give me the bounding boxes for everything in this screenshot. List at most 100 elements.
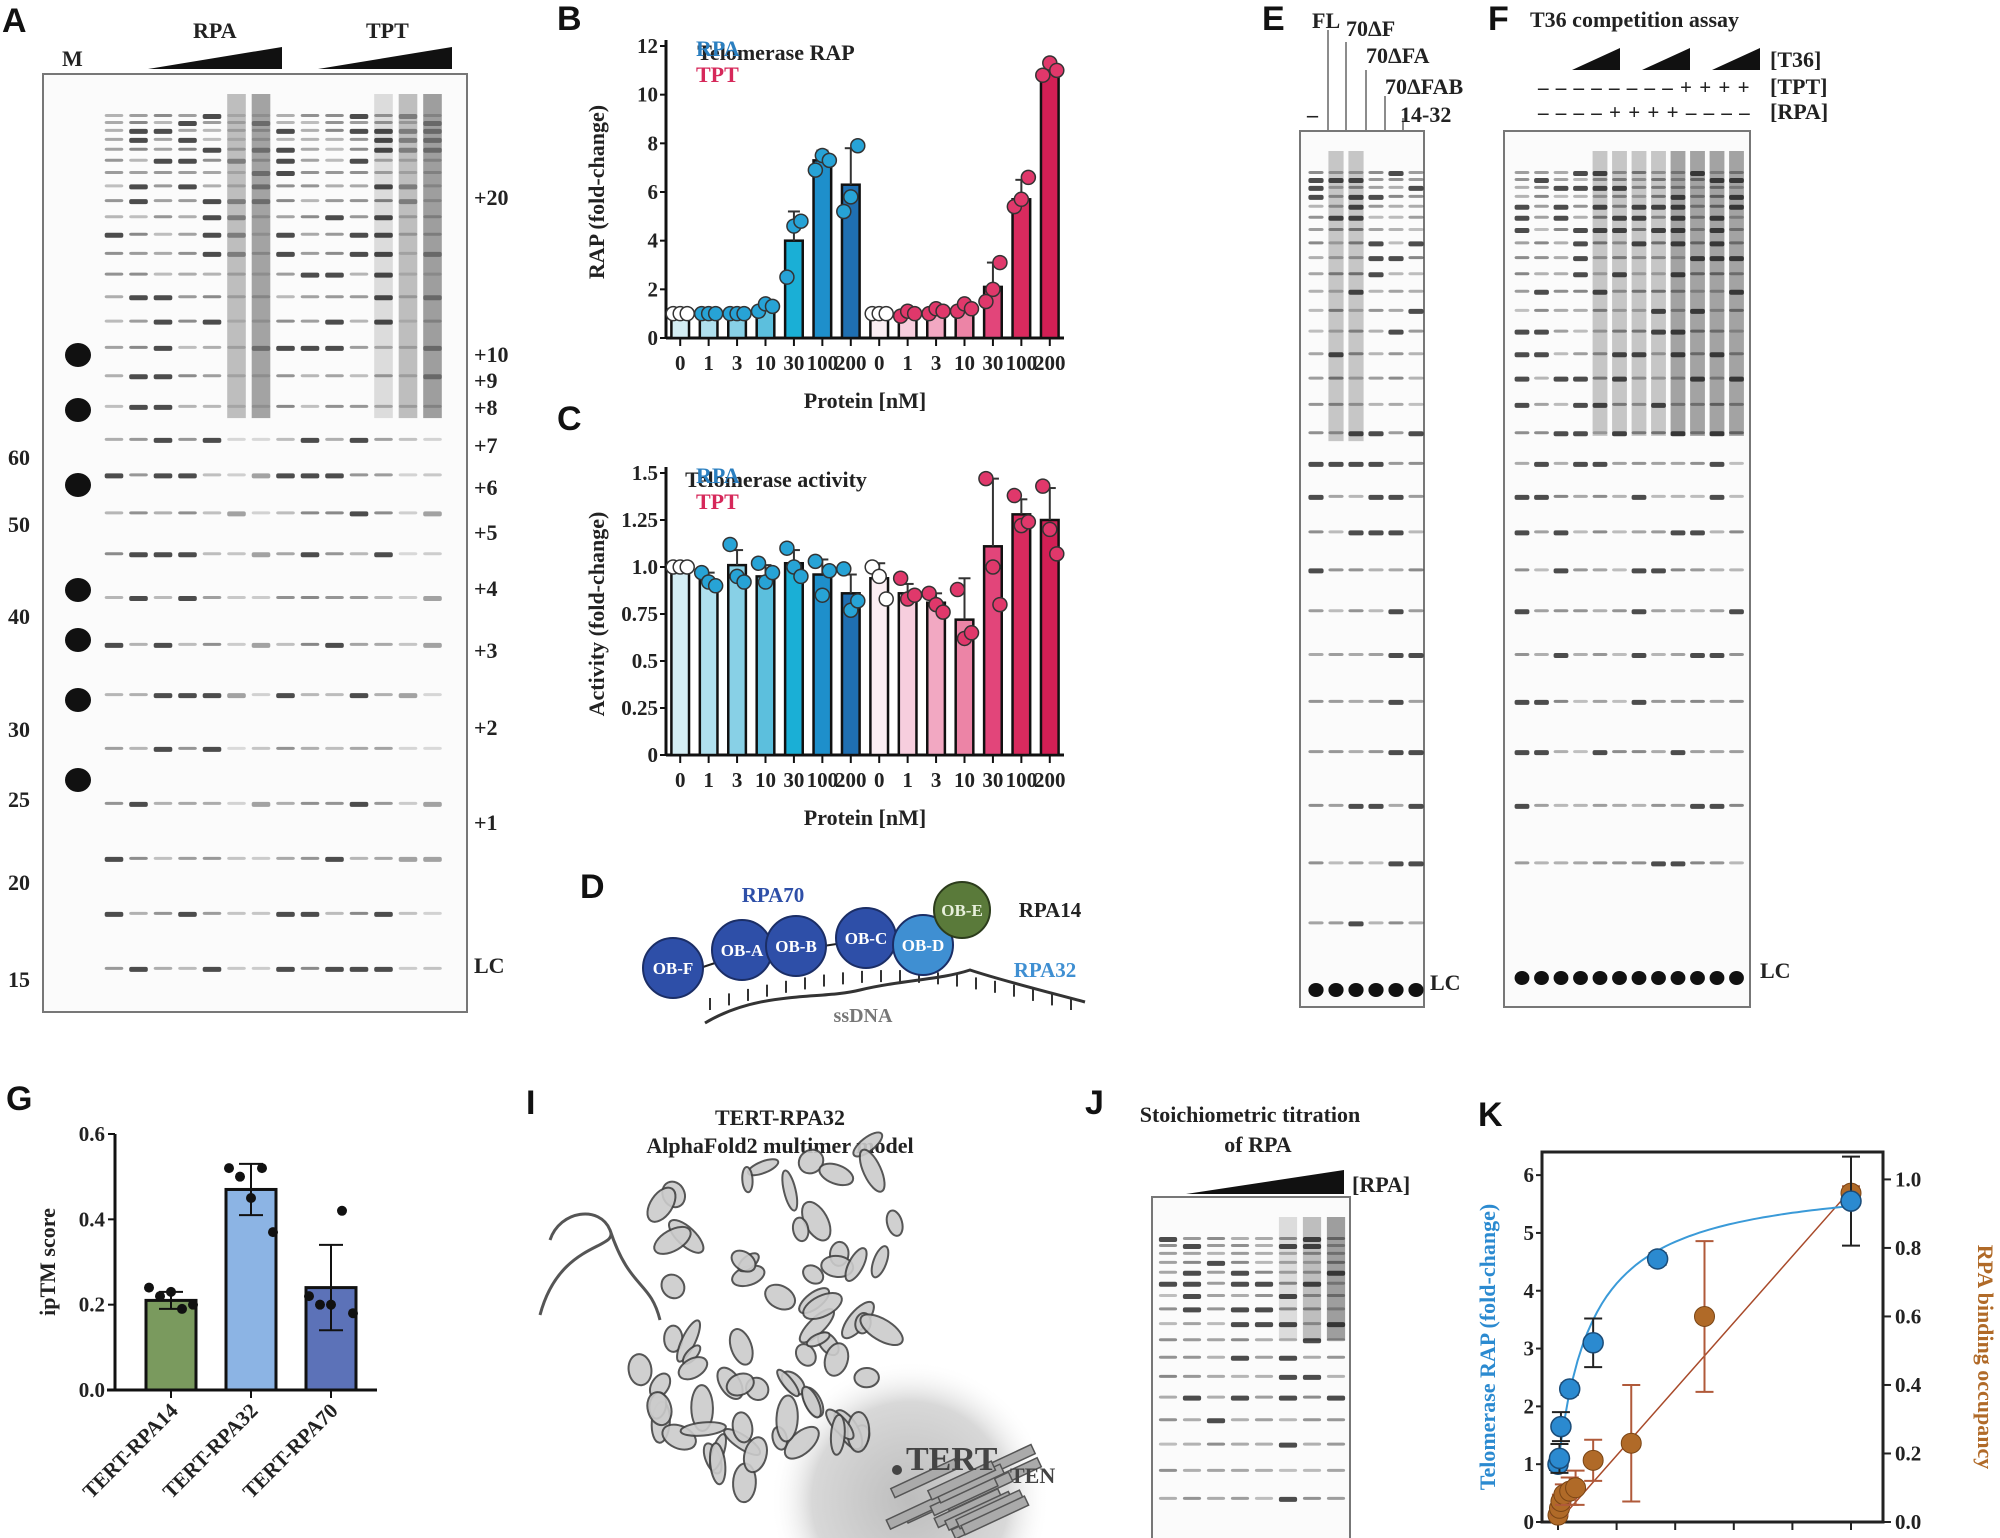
data-point (779, 540, 795, 556)
gel-band (1230, 1251, 1250, 1255)
gel-band (325, 319, 344, 325)
gel-band (1182, 1468, 1202, 1472)
gel-band (1368, 178, 1384, 181)
data-point (722, 536, 738, 553)
gel-band (251, 232, 271, 236)
gel-band (153, 473, 173, 479)
gel-band (1612, 431, 1627, 437)
gel-band (1651, 241, 1666, 245)
gel-band (1368, 272, 1384, 278)
gel-band (251, 596, 271, 600)
gel-band (325, 801, 344, 805)
gel-band (1182, 1293, 1202, 1299)
gel-band (1328, 699, 1344, 703)
gel-band (1729, 256, 1744, 262)
gel-lane (276, 114, 295, 972)
gel-lane (1230, 1237, 1250, 1500)
gel-band (1158, 1293, 1178, 1297)
gel-band (398, 911, 418, 915)
gel-band (153, 642, 173, 648)
gel-band (423, 552, 442, 556)
y-tick-label-right: 0.2 (1895, 1441, 1921, 1465)
gel-band (153, 693, 173, 699)
gel-band (300, 801, 320, 805)
gel-band (1368, 699, 1384, 703)
gel-band (1206, 1237, 1226, 1240)
bar (1011, 198, 1032, 340)
gel-band (1182, 1281, 1202, 1287)
gel-band (1631, 308, 1647, 312)
gel-band (1368, 185, 1384, 189)
gel-band (104, 437, 124, 441)
gel-band (1553, 699, 1569, 703)
gel-band (374, 511, 393, 515)
helix-ribbon (781, 1169, 799, 1212)
gel-band (1690, 171, 1705, 176)
gel-band (1670, 241, 1686, 247)
gel-band (374, 345, 393, 349)
gel-band (129, 199, 148, 205)
gel-band (1612, 461, 1627, 465)
gel-band (227, 552, 246, 556)
gel-band (178, 114, 197, 117)
gel-band (1690, 178, 1705, 181)
alphafold-structure-model: TERT-RPA32 AlphaFold2 multimer model TER… (538, 1105, 1055, 1538)
gel-band (1514, 241, 1530, 245)
gel-band (104, 374, 124, 378)
panel-label-b: B (557, 0, 582, 38)
gel-band (104, 911, 124, 917)
gel-band (1690, 494, 1705, 498)
data-point (807, 162, 824, 178)
gel-band (374, 319, 393, 325)
gel-band (1230, 1237, 1250, 1240)
marker-band (65, 343, 91, 367)
y-tick-label: 0.6 (79, 1122, 105, 1146)
panel-label-c: C (557, 400, 582, 438)
loading-control-band (1631, 971, 1647, 985)
gel-band (398, 170, 418, 174)
gel-band (423, 693, 442, 697)
gel-band (1514, 568, 1530, 572)
gel-smear (398, 94, 418, 419)
bar (224, 1187, 278, 1392)
gel-band (1553, 750, 1569, 754)
gel-band (423, 170, 442, 174)
gel-band (1408, 530, 1424, 534)
gel-lane (1254, 1237, 1274, 1500)
gel-band (1534, 376, 1549, 380)
helix-ribbon (764, 1283, 797, 1311)
gel-band (178, 137, 197, 143)
gel-band (1670, 699, 1686, 703)
gel-band (1573, 308, 1588, 312)
data-point (821, 563, 838, 579)
gel-band (1388, 750, 1404, 756)
gel-band (1514, 352, 1530, 358)
gel-band (129, 158, 148, 162)
gel-band (1348, 494, 1364, 498)
gel-band (1408, 921, 1424, 925)
y-tick-label-right: 0.6 (1895, 1304, 1921, 1328)
gel-band (300, 147, 320, 151)
gel-band (1326, 1338, 1346, 1342)
gel-band (1348, 204, 1364, 210)
gel-band (300, 693, 320, 697)
panel-label-k: K (1478, 1096, 1503, 1134)
gel-band (1612, 352, 1627, 358)
gel-band (325, 511, 344, 515)
gel-band (1709, 215, 1725, 221)
gel-band (1230, 1322, 1250, 1328)
y-tick-label: 5 (1524, 1221, 1535, 1245)
gel-band (374, 693, 393, 697)
marker-size-label: 60 (8, 445, 30, 470)
gel-band (202, 114, 222, 119)
gel-band (1534, 308, 1549, 312)
helix-ribbon (676, 1319, 701, 1363)
gel-band (1230, 1270, 1250, 1276)
loading-control-band (1534, 971, 1549, 985)
gel-band (1612, 699, 1627, 703)
gel-band (325, 746, 344, 750)
gel-band (1348, 215, 1364, 221)
data-point (764, 298, 781, 315)
gel-band (300, 404, 320, 408)
gel-band (153, 272, 173, 276)
